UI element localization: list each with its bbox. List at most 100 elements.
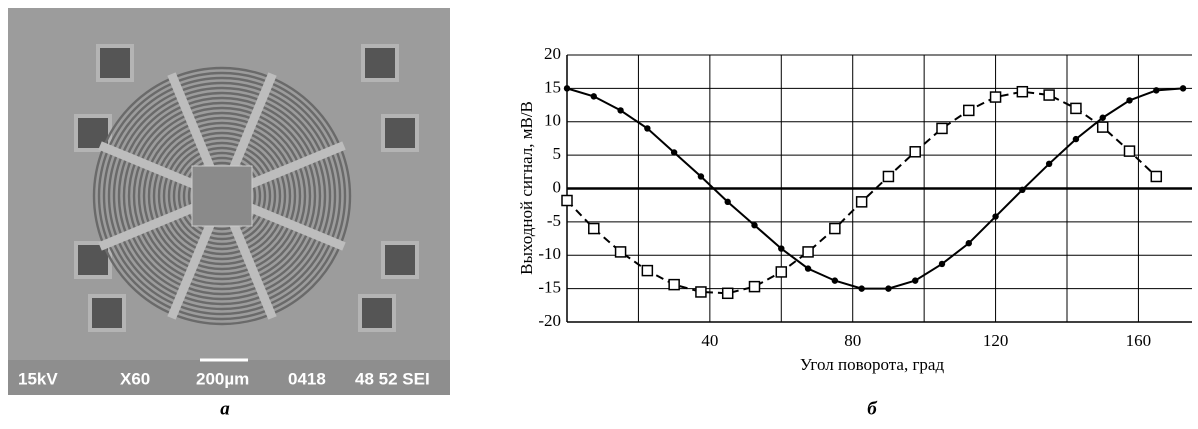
series-line — [566, 87, 1184, 290]
ring — [152, 126, 292, 266]
marker — [590, 93, 597, 100]
ring — [107, 81, 337, 311]
marker — [670, 149, 678, 156]
pad — [365, 48, 395, 78]
marker — [989, 91, 1002, 103]
center — [191, 165, 253, 227]
ring — [157, 131, 287, 261]
marker — [992, 213, 999, 220]
marker — [1096, 121, 1109, 133]
ring — [112, 86, 332, 306]
x-tick-label: 40 — [701, 331, 718, 350]
marker — [1123, 145, 1136, 157]
marker — [1153, 87, 1160, 94]
spoke — [247, 141, 346, 189]
spoke — [98, 203, 197, 251]
marker — [1070, 102, 1082, 115]
marker — [561, 194, 573, 207]
marker — [724, 198, 731, 206]
y-tick-label: 20 — [544, 44, 561, 63]
y-axis-title: Выходной сигнал, мВ/В — [517, 101, 536, 275]
spoke — [167, 72, 215, 171]
y-tick-label: 10 — [544, 111, 561, 130]
marker — [668, 278, 680, 291]
marker — [936, 122, 948, 135]
ring — [162, 136, 282, 256]
marker — [1043, 89, 1055, 101]
ring — [187, 161, 257, 231]
sem-label: 15kV — [18, 369, 58, 388]
marker — [804, 265, 812, 272]
spoke — [98, 141, 197, 189]
marker — [695, 286, 707, 298]
ring — [137, 111, 307, 281]
marker — [1126, 97, 1133, 104]
marker — [644, 125, 651, 132]
sem-image: 15kV X60 200µm 0418 48 52 SEI — [8, 8, 450, 395]
marker — [831, 277, 839, 284]
marker — [882, 170, 895, 183]
x-tick-label: 120 — [983, 331, 1009, 350]
spiral-rings — [74, 44, 419, 332]
marker — [963, 104, 975, 117]
y-tick-label: -10 — [538, 244, 561, 263]
marker — [748, 280, 761, 293]
ring — [172, 146, 272, 246]
y-tick-label: -15 — [538, 278, 561, 297]
marker — [751, 222, 758, 229]
marker — [617, 107, 624, 114]
marker — [885, 285, 892, 292]
marker — [588, 222, 600, 235]
y-tick-label: 15 — [544, 77, 561, 96]
marker — [938, 260, 946, 268]
marker — [775, 266, 788, 278]
ring — [102, 76, 342, 316]
ring — [182, 156, 262, 236]
pad — [385, 245, 415, 275]
marker — [1179, 85, 1187, 92]
x-axis-title: Угол поворота, град — [800, 355, 945, 374]
pad — [92, 298, 122, 328]
sem-label: X60 — [120, 369, 150, 388]
marker — [721, 287, 734, 300]
ring — [92, 66, 352, 326]
sem-label: 200µm — [196, 369, 249, 388]
y-tick-label: -20 — [538, 311, 561, 330]
y-tick-label: 5 — [553, 144, 562, 163]
marker — [965, 240, 972, 247]
marker — [1150, 170, 1163, 183]
marker — [912, 277, 919, 284]
ring — [97, 71, 347, 321]
marker — [1019, 186, 1026, 194]
marker — [855, 196, 868, 208]
spoke — [247, 203, 346, 251]
marker — [563, 85, 571, 92]
sem-label: 0418 — [288, 369, 326, 388]
marker — [1045, 160, 1053, 168]
x-tick-label: 160 — [1126, 331, 1152, 350]
spoke — [229, 221, 277, 320]
y-tick-label: 0 — [553, 177, 562, 196]
spoke — [229, 72, 277, 171]
spoke — [167, 221, 215, 320]
ring — [167, 141, 277, 251]
x-tick-label: 80 — [844, 331, 861, 350]
pad — [100, 48, 130, 78]
marker — [614, 246, 627, 258]
marker — [802, 246, 814, 258]
ring — [127, 101, 317, 291]
info-bar — [8, 360, 450, 395]
plot: -20 -15 -10 -5 0 5 10 15 20 40 80 120 160 — [538, 44, 1192, 350]
pad — [385, 118, 415, 148]
marker — [697, 173, 705, 180]
marker — [778, 245, 785, 252]
marker — [829, 222, 841, 235]
ring — [177, 151, 267, 241]
marker — [858, 285, 865, 292]
ring — [132, 106, 312, 286]
pad — [362, 298, 392, 328]
caption: б — [867, 398, 878, 419]
marker — [909, 146, 921, 158]
marker — [1099, 114, 1106, 121]
